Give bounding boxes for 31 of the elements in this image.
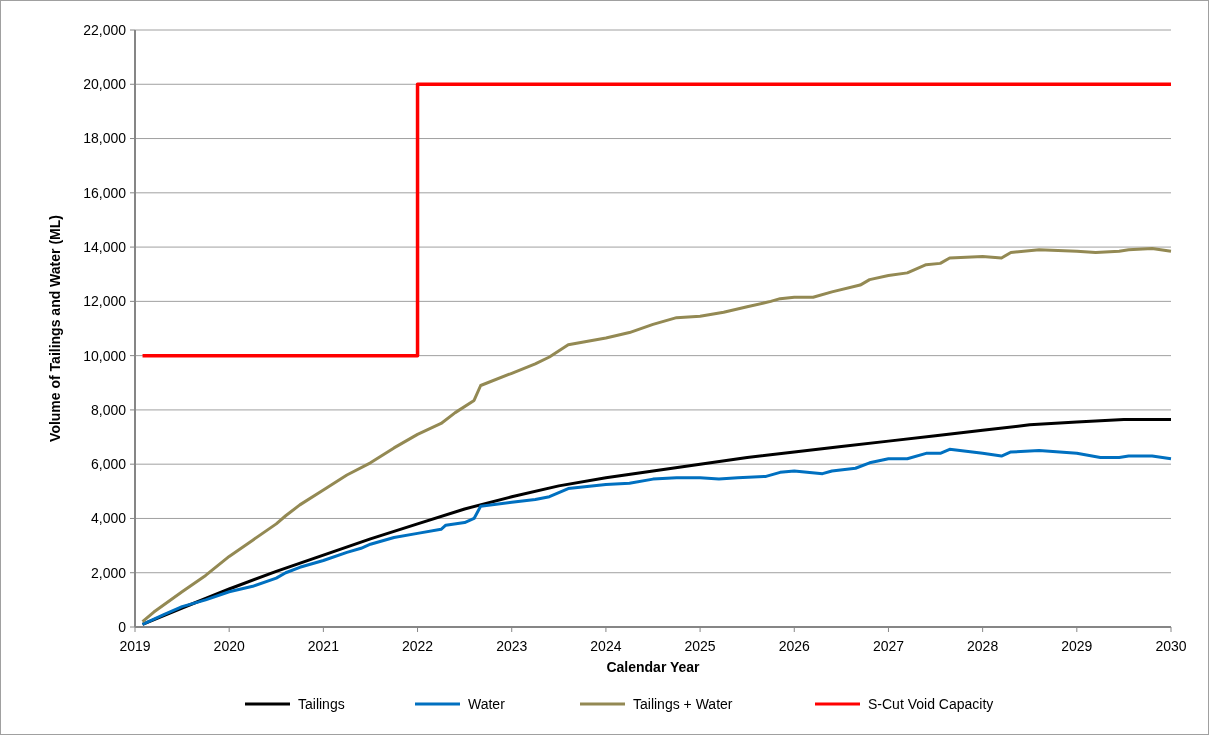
x-tick-label: 2029 [1061,638,1093,654]
x-tick-label: 2021 [307,638,340,654]
y-tick-label: 22,000 [83,21,127,38]
legend-label: Tailings [298,695,345,712]
legend-label: S-Cut Void Capacity [868,695,994,712]
x-tick-label: 2020 [213,638,245,654]
x-tick-label: 2027 [872,638,905,654]
y-tick-label: 0 [118,618,127,635]
x-tick-label: 2030 [1155,638,1187,654]
x-tick-label: 2023 [496,638,528,654]
y-tick-label: 2,000 [90,564,127,581]
line-series [141,246,1173,624]
y-tick-label: 18,000 [83,130,127,147]
y-tick-label: 10,000 [83,347,127,364]
y-tick-label: 20,000 [83,76,127,93]
x-tick-label: 2019 [119,638,151,654]
legend-label: Water [468,695,506,712]
y-tick-label: 6,000 [90,456,127,473]
legend-label: Tailings + Water [633,695,733,712]
x-tick-label: 2024 [590,638,622,654]
y-tick-label: 4,000 [90,510,127,527]
y-tick-label: 12,000 [83,293,127,310]
x-tick-label: 2028 [967,638,999,654]
y-tick-label: 16,000 [83,184,127,201]
x-tick-label: 2025 [684,638,716,654]
x-axis-title: Calendar Year [606,659,701,675]
y-axis-title: Volume of Tailings and Water (ML) [47,215,63,442]
x-tick-label: 2022 [401,638,434,654]
x-tick-label: 2026 [778,638,811,654]
y-tick-label: 8,000 [90,401,127,418]
y-tick-label: 14,000 [83,238,127,255]
